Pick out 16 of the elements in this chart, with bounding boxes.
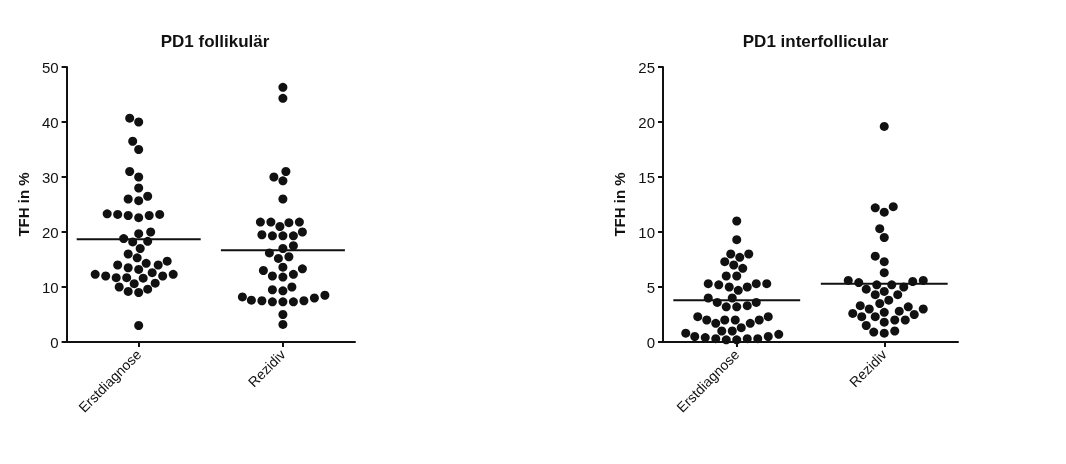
y-tick-label: 10 — [41, 278, 59, 296]
y-tick-label: 20 — [638, 113, 655, 131]
y-tick-label: 20 — [41, 223, 59, 241]
y-tick-label: 40 — [41, 113, 59, 131]
y-tick-label: 5 — [646, 278, 655, 296]
y-tick-label: 15 — [638, 168, 655, 186]
y-tick-label: 25 — [638, 58, 655, 76]
chart-title: PD1 interfollicular — [742, 32, 889, 51]
y-tick-label: 0 — [50, 333, 59, 351]
y-axis-title: TFH in % — [15, 172, 32, 237]
y-tick-label: 50 — [41, 58, 59, 76]
y-tick-label: 10 — [638, 223, 655, 241]
y-tick-label: 30 — [41, 168, 59, 186]
y-axis-title: TFH in % — [611, 172, 629, 237]
y-tick-label: 0 — [646, 333, 655, 351]
chart-title: PD1 follikulär — [160, 32, 270, 51]
